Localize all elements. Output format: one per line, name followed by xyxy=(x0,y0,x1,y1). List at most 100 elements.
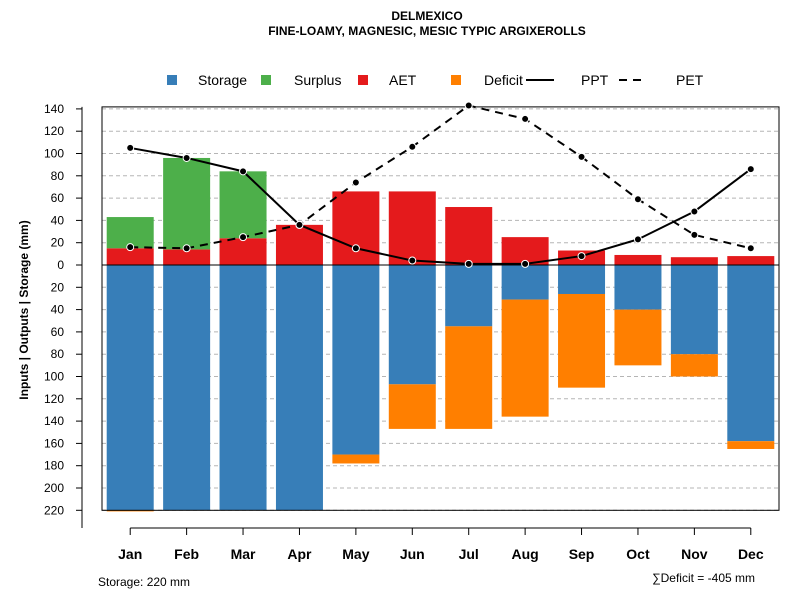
y-axis-label: Inputs | Outputs | Storage (mm) xyxy=(17,220,31,399)
y-tick-label: 80 xyxy=(51,169,65,183)
surplus-bar xyxy=(106,217,154,249)
plot-frame xyxy=(101,106,780,511)
y-tick-label: 60 xyxy=(51,325,65,339)
ppt-line-point xyxy=(577,252,586,261)
pet-line-point xyxy=(408,142,417,151)
aet-bar xyxy=(614,254,662,265)
deficit-bar xyxy=(106,510,154,512)
deficit-bar xyxy=(445,326,493,429)
storage-bar xyxy=(501,265,549,300)
pet-line-point xyxy=(521,114,530,123)
y-tick-label: 100 xyxy=(44,370,64,384)
pet-line-point xyxy=(351,178,360,187)
storage-bar xyxy=(445,265,493,327)
chart-subtitle: FINE-LOAMY, MAGNESIC, MESIC TYPIC ARGIXE… xyxy=(268,24,586,38)
x-tick-label: Oct xyxy=(626,546,650,562)
deficit-bar xyxy=(670,354,718,377)
x-tick-label: Dec xyxy=(738,546,764,562)
y-tick-label: 140 xyxy=(44,102,64,116)
x-tick-label: Jun xyxy=(400,546,425,562)
surplus-bar xyxy=(219,171,267,239)
axes: 140 120 100 80 60 40 200 20 40 60 80 100 120 140 160 18… xyxy=(44,102,780,562)
chart-title: DELMEXICO xyxy=(391,9,462,23)
pet-line-point xyxy=(577,152,586,161)
ppt-line-point xyxy=(690,207,699,216)
storage-bar xyxy=(727,265,775,442)
y-tick-label: 120 xyxy=(44,392,64,406)
x-tick-label: Jul xyxy=(459,546,479,562)
ppt-line-point xyxy=(408,256,417,265)
ppt-line-point xyxy=(126,143,135,152)
storage-bar xyxy=(670,265,718,355)
storage-note: Storage: 220 mm xyxy=(98,575,190,589)
ppt-line-point xyxy=(464,259,473,268)
bar-series xyxy=(106,157,775,512)
legend-swatch xyxy=(358,75,368,85)
legend-label: PPT xyxy=(581,72,609,88)
ppt-line-point xyxy=(295,220,304,229)
deficit-bar xyxy=(332,454,380,464)
storage-bar xyxy=(106,265,154,511)
pet-line xyxy=(130,104,752,250)
x-tick-label: Apr xyxy=(287,546,312,562)
x-tick-label: Nov xyxy=(681,546,708,562)
legend-label: PET xyxy=(676,72,704,88)
line-series xyxy=(126,101,755,268)
ppt-line xyxy=(130,146,752,265)
legend-swatch xyxy=(451,75,461,85)
ppt-line-point xyxy=(239,167,248,176)
deficit-bar xyxy=(614,309,662,366)
pet-line-point xyxy=(746,244,755,253)
ppt-line-point xyxy=(351,244,360,253)
chart-legend: Storage Surplus AET Deficit PPT PET xyxy=(167,72,704,88)
y-tick-label: 180 xyxy=(44,459,64,473)
storage-bar xyxy=(275,265,323,511)
storage-bar xyxy=(219,265,267,511)
aet-bar xyxy=(332,191,380,265)
x-tick-label: Aug xyxy=(512,546,539,562)
aet-bar xyxy=(163,249,211,265)
pet-line-point xyxy=(239,233,248,242)
storage-bar xyxy=(558,265,606,294)
y-tick-label: 220 xyxy=(44,503,64,517)
ppt-line-point xyxy=(633,235,642,244)
x-tick-label: Jan xyxy=(118,546,142,562)
storage-bar xyxy=(163,265,211,511)
y-tick-label: 20 xyxy=(51,236,65,250)
x-tick-label: Sep xyxy=(569,546,595,562)
y-tick-label: 200 xyxy=(44,481,64,495)
y-tick-label: 20 xyxy=(51,280,65,294)
legend-label: Surplus xyxy=(294,72,341,88)
aet-bar xyxy=(670,257,718,265)
x-tick-label: May xyxy=(342,546,369,562)
ppt-line-point xyxy=(521,259,530,268)
legend-label: AET xyxy=(389,72,417,88)
y-tick-label: 100 xyxy=(44,147,64,161)
y-tick-label: 160 xyxy=(44,436,64,450)
legend-label: Storage xyxy=(198,72,247,88)
ppt-line-point xyxy=(182,153,191,162)
ppt-line-point xyxy=(746,165,755,174)
deficit-note: ∑Deficit = -405 mm xyxy=(652,571,755,585)
pet-line-point xyxy=(126,243,135,252)
y-tick-label: 80 xyxy=(51,347,65,361)
pet-line-point xyxy=(464,101,473,110)
y-tick-label: 40 xyxy=(51,303,65,317)
aet-bar xyxy=(219,238,267,265)
storage-bar xyxy=(388,265,436,385)
y-tick-label: 140 xyxy=(44,414,64,428)
pet-line-point xyxy=(633,195,642,204)
y-tick-label: 120 xyxy=(44,124,64,138)
aet-bar xyxy=(727,256,775,265)
deficit-bar xyxy=(727,441,775,449)
x-tick-label: Feb xyxy=(174,546,199,562)
legend-swatch xyxy=(261,75,271,85)
deficit-bar xyxy=(388,384,436,429)
aet-bar xyxy=(388,191,436,265)
y-tick-label: 60 xyxy=(51,191,65,205)
pet-line-point xyxy=(182,244,191,253)
y-tick-label: 40 xyxy=(51,213,65,227)
pet-line-point xyxy=(690,230,699,239)
aet-bar xyxy=(445,207,493,265)
